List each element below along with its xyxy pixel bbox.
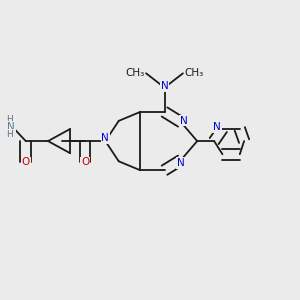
Text: N: N	[213, 122, 221, 133]
Text: N: N	[160, 81, 168, 91]
Text: H: H	[6, 130, 13, 139]
Text: CH₃: CH₃	[125, 68, 145, 78]
Text: N: N	[180, 116, 188, 126]
Text: N: N	[177, 158, 185, 168]
Text: O: O	[22, 158, 30, 167]
Text: CH₃: CH₃	[184, 68, 204, 78]
Text: N: N	[7, 122, 15, 132]
Text: H: H	[6, 115, 13, 124]
Text: O: O	[81, 158, 89, 167]
Text: N: N	[101, 133, 109, 143]
